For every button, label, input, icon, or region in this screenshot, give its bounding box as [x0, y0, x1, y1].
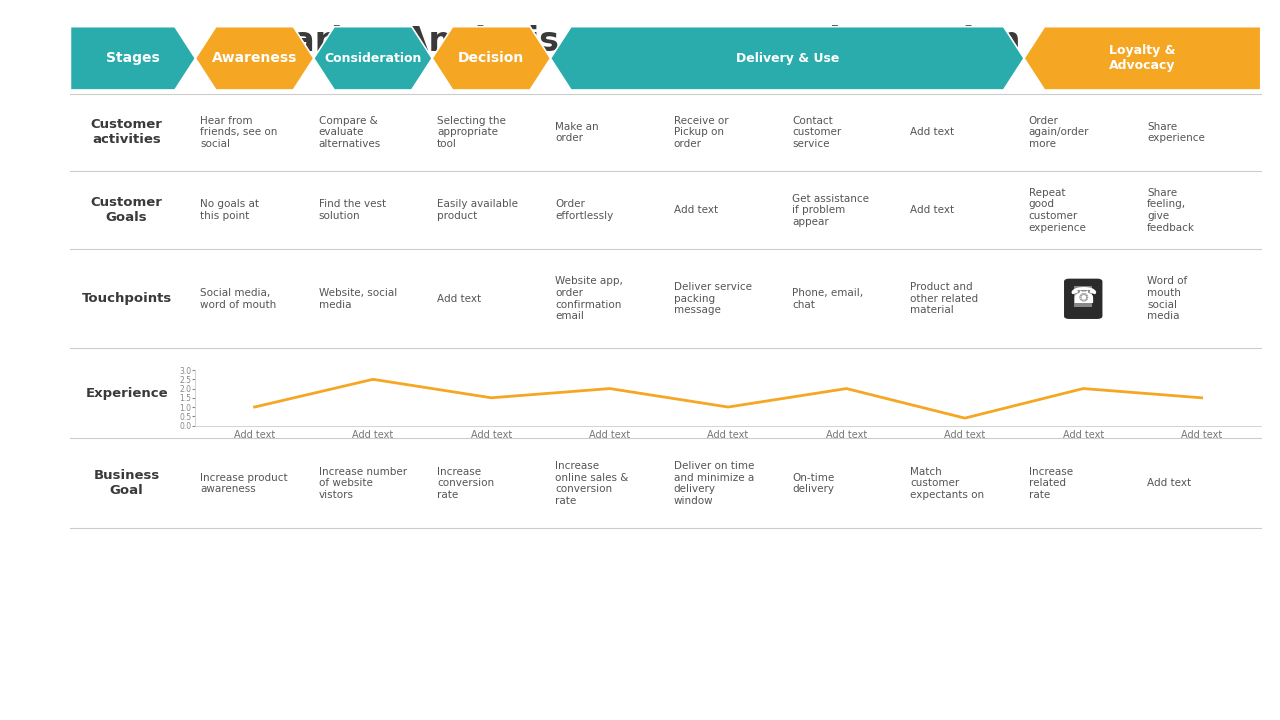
Text: ☎: ☎: [1069, 287, 1097, 307]
Text: Easily available
product: Easily available product: [436, 199, 518, 221]
Text: Share
experience: Share experience: [1147, 122, 1204, 143]
Polygon shape: [314, 27, 433, 90]
Text: Loyalty &
Advocacy: Loyalty & Advocacy: [1110, 45, 1175, 72]
Text: Customer
activities: Customer activities: [91, 119, 163, 146]
Text: Touchpoints: Touchpoints: [82, 292, 172, 305]
Text: Experience: Experience: [86, 387, 168, 400]
Text: Hear from
friends, see on
social: Hear from friends, see on social: [200, 116, 278, 149]
Text: Compare &
evaluate
alternatives: Compare & evaluate alternatives: [319, 116, 380, 149]
Text: Add text: Add text: [673, 205, 718, 215]
Text: Increase
related
rate: Increase related rate: [1029, 467, 1073, 500]
Text: Increase
conversion
rate: Increase conversion rate: [436, 467, 494, 500]
Polygon shape: [433, 27, 550, 90]
Text: Business
Goal: Business Goal: [93, 469, 160, 498]
Text: Social media,
word of mouth: Social media, word of mouth: [200, 288, 276, 310]
Text: Market Analysis Summary Business Plan: Market Analysis Summary Business Plan: [260, 25, 1020, 58]
Text: Customer
Goals: Customer Goals: [91, 197, 163, 224]
Text: Add text: Add text: [910, 205, 955, 215]
Text: Add text: Add text: [1147, 479, 1192, 488]
Text: Order
effortlessly: Order effortlessly: [556, 199, 613, 221]
FancyBboxPatch shape: [1074, 286, 1092, 307]
Text: Consideration: Consideration: [324, 52, 421, 65]
Text: Contact
customer
service: Contact customer service: [792, 116, 841, 149]
Text: Website app,
order
confirmation
email: Website app, order confirmation email: [556, 276, 623, 321]
Polygon shape: [550, 27, 1024, 90]
Text: Word of
mouth
social
media: Word of mouth social media: [1147, 276, 1188, 321]
Text: On-time
delivery: On-time delivery: [792, 472, 835, 494]
Text: Receive or
Pickup on
order: Receive or Pickup on order: [673, 116, 728, 149]
Text: Decision: Decision: [458, 51, 525, 66]
FancyBboxPatch shape: [1064, 279, 1102, 319]
Text: No goals at
this point: No goals at this point: [200, 199, 259, 221]
Text: Increase product
awareness: Increase product awareness: [200, 472, 288, 494]
Text: Find the vest
solution: Find the vest solution: [319, 199, 385, 221]
Text: Increase
online sales &
conversion
rate: Increase online sales & conversion rate: [556, 461, 628, 506]
Text: Website, social
media: Website, social media: [319, 288, 397, 310]
Text: Phone, email,
chat: Phone, email, chat: [792, 288, 863, 310]
Text: Stages: Stages: [106, 51, 160, 66]
Polygon shape: [196, 27, 314, 90]
Text: Repeat
good
customer
experience: Repeat good customer experience: [1029, 188, 1087, 233]
Text: Share
feeling,
give
feedback: Share feeling, give feedback: [1147, 188, 1196, 233]
Text: Deliver service
packing
message: Deliver service packing message: [673, 282, 751, 315]
Text: Deliver on time
and minimize a
delivery
window: Deliver on time and minimize a delivery …: [673, 461, 754, 506]
Text: Increase number
of website
vistors: Increase number of website vistors: [319, 467, 407, 500]
Text: Add text: Add text: [436, 294, 481, 304]
Polygon shape: [1024, 27, 1261, 90]
Polygon shape: [70, 27, 196, 90]
Text: Selecting the
appropriate
tool: Selecting the appropriate tool: [436, 116, 506, 149]
Text: Make an
order: Make an order: [556, 122, 599, 143]
Text: Awareness: Awareness: [212, 51, 297, 66]
Text: Product and
other related
material: Product and other related material: [910, 282, 978, 315]
Text: Add text: Add text: [910, 127, 955, 138]
Text: Get assistance
if problem
appear: Get assistance if problem appear: [792, 194, 869, 227]
Text: Order
again/order
more: Order again/order more: [1029, 116, 1089, 149]
Text: Delivery & Use: Delivery & Use: [736, 52, 838, 65]
Text: Match
customer
expectants on: Match customer expectants on: [910, 467, 984, 500]
